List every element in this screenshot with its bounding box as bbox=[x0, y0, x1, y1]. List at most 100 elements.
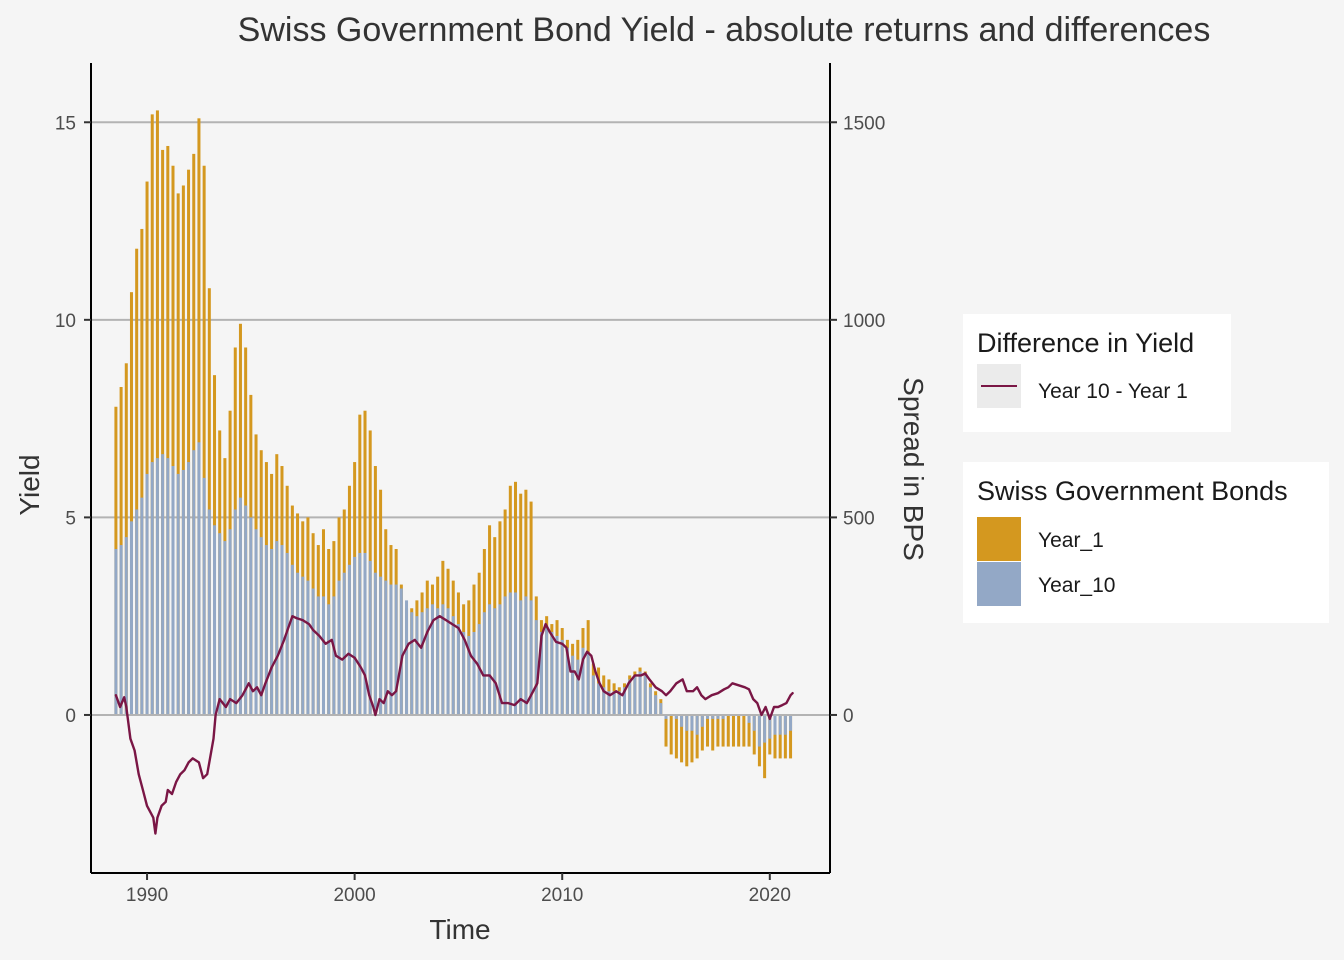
year-10-bar bbox=[638, 671, 642, 715]
year-1-bar bbox=[711, 714, 715, 751]
year-10-bar bbox=[674, 714, 678, 719]
year-10-bar bbox=[586, 651, 590, 715]
year-10-bar bbox=[155, 458, 159, 715]
year-10-bar bbox=[363, 552, 367, 715]
left-y-axis-ticks: 0 5 10 15 bbox=[55, 113, 91, 727]
y-tick-label: 0 bbox=[65, 706, 76, 727]
year-10-bar bbox=[565, 647, 569, 715]
year-10-bar bbox=[597, 683, 601, 715]
year-10-bar bbox=[290, 564, 294, 715]
year-1-bar bbox=[145, 181, 149, 715]
year-1-bar bbox=[166, 145, 170, 715]
year-10-bar bbox=[135, 509, 139, 715]
year-10-bar bbox=[430, 604, 434, 715]
year-10-bar bbox=[150, 462, 154, 715]
legend-swatch-year-1 bbox=[977, 517, 1021, 561]
year-10-bar bbox=[197, 442, 201, 715]
year-10-bar bbox=[747, 714, 751, 723]
year-1-bar bbox=[161, 149, 165, 715]
year-10-bar bbox=[519, 600, 523, 715]
year-1-bar bbox=[737, 714, 741, 747]
year-10-bar bbox=[161, 454, 165, 715]
year-10-bar bbox=[555, 635, 559, 715]
year-10-bar bbox=[664, 714, 668, 719]
x-tick-label: 2000 bbox=[333, 885, 375, 906]
year-10-bar bbox=[181, 469, 185, 715]
year-10-bar bbox=[119, 545, 123, 715]
year-10-bar bbox=[368, 560, 372, 715]
year-10-bar bbox=[576, 659, 580, 715]
bar-layer bbox=[114, 110, 793, 779]
year-1-bar bbox=[773, 714, 777, 759]
year-10-bar bbox=[768, 714, 772, 739]
year-10-bar bbox=[752, 714, 756, 731]
legend-title-difference-in-yield: Difference in Yield bbox=[977, 328, 1195, 358]
year-10-bar bbox=[514, 592, 518, 715]
year-1-bar bbox=[700, 714, 704, 751]
year-10-bar bbox=[539, 631, 543, 715]
y-tick-label: 10 bbox=[55, 311, 76, 332]
year-10-bar bbox=[316, 596, 320, 715]
year-10-bar bbox=[306, 580, 310, 715]
spread-line bbox=[114, 615, 794, 835]
year-10-bar bbox=[238, 497, 242, 715]
year-10-bar bbox=[358, 552, 362, 715]
year-10-bar bbox=[254, 529, 258, 715]
year-10-bar bbox=[680, 714, 684, 727]
year-10-bar bbox=[213, 525, 217, 715]
year-10-bar bbox=[472, 631, 476, 715]
year-10-bar bbox=[399, 588, 403, 715]
year-1-bar bbox=[202, 165, 206, 715]
year-10-bar bbox=[405, 600, 409, 715]
year-10-bar bbox=[379, 576, 383, 715]
year-10-bar bbox=[410, 612, 414, 715]
x-tick-label: 1990 bbox=[126, 885, 168, 906]
year-1-bar bbox=[664, 714, 668, 747]
year-10-bar bbox=[721, 714, 725, 719]
year-10-bar bbox=[508, 592, 512, 715]
year-1-bar bbox=[176, 193, 180, 715]
year-10-bar bbox=[228, 529, 232, 715]
year-10-bar bbox=[275, 541, 279, 715]
x-axis-title: Time bbox=[429, 914, 490, 945]
y2-tick-label: 0 bbox=[843, 706, 854, 727]
legend-difference-in-yield: Difference in Yield Year 10 - Year 1 bbox=[963, 314, 1231, 432]
year-10-bar bbox=[493, 608, 497, 715]
year-10-bar bbox=[498, 604, 502, 715]
year-10-bar bbox=[690, 714, 694, 731]
year-10-bar bbox=[659, 703, 663, 715]
year-10-bar bbox=[695, 714, 699, 735]
year-1-bar bbox=[752, 714, 756, 755]
year-1-bar bbox=[763, 714, 767, 779]
year-10-bar bbox=[373, 572, 377, 715]
year-10-bar bbox=[654, 695, 658, 715]
year-1-bar bbox=[783, 714, 787, 759]
year-10-bar bbox=[617, 691, 621, 715]
y2-tick-label: 1000 bbox=[843, 311, 885, 332]
year-1-bar bbox=[155, 110, 159, 715]
year-1-bar bbox=[680, 714, 684, 763]
year-10-bar bbox=[622, 687, 626, 715]
year-10-bar bbox=[773, 714, 777, 735]
year-10-bar bbox=[233, 509, 237, 715]
year-1-bar bbox=[706, 714, 710, 747]
legend-line-key-spread bbox=[977, 364, 1021, 408]
year-10-bar bbox=[716, 714, 720, 719]
year-10-bar bbox=[415, 616, 419, 715]
year-10-bar bbox=[488, 604, 492, 715]
year-10-bar bbox=[207, 509, 211, 715]
year-10-bar bbox=[129, 521, 133, 715]
year-1-bar bbox=[197, 118, 201, 715]
year-1-bar bbox=[674, 714, 678, 759]
year-10-bar bbox=[301, 576, 305, 715]
year-10-bar bbox=[296, 572, 300, 715]
year-10-bar bbox=[436, 608, 440, 715]
year-10-bar bbox=[441, 604, 445, 715]
legend-label-year-1: Year_1 bbox=[1038, 529, 1104, 552]
year-10-bar bbox=[524, 596, 528, 715]
year-10-bar bbox=[140, 497, 144, 715]
year-10-bar bbox=[482, 612, 486, 715]
year-10-bar bbox=[633, 675, 637, 715]
year-10-bar bbox=[166, 458, 170, 715]
